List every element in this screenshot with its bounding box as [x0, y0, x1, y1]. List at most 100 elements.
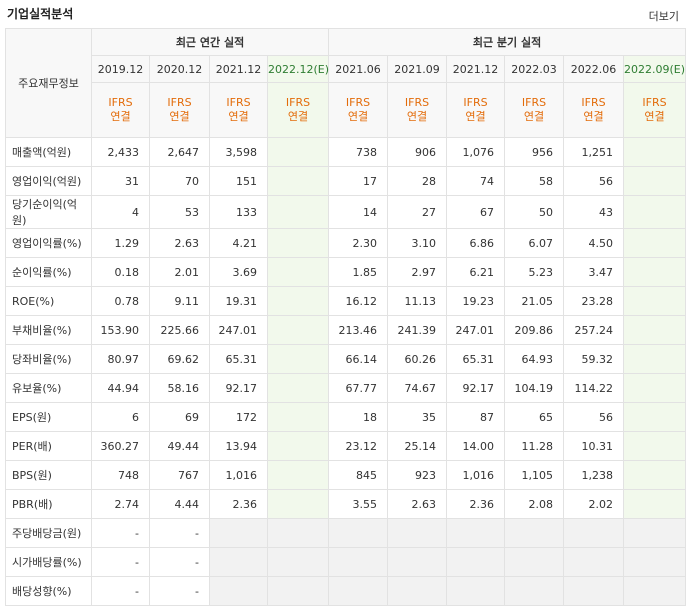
- table-cell: 172: [209, 402, 268, 432]
- table-row: 당좌비율(%) 80.97 69.62 65.31 66.14 60.26 65.31 64.…: [5, 344, 687, 374]
- row-label: BPS(원): [5, 460, 92, 490]
- row-label: 주당배당금(원): [5, 518, 92, 548]
- table-cell: 80.97: [91, 344, 150, 374]
- table-cell: [266, 489, 330, 519]
- table-cell: 69: [149, 402, 210, 432]
- table-cell: -: [149, 547, 210, 577]
- table-cell: 11.13: [387, 286, 448, 316]
- table-cell: 748: [91, 460, 150, 490]
- table-row: 부채비율(%) 153.90 225.66 247.01 213.46 241.39 247…: [5, 315, 687, 345]
- basis-label: 연결: [287, 110, 309, 123]
- table-cell: [266, 431, 330, 461]
- table-cell: 56: [563, 402, 625, 432]
- table-cell: [563, 547, 625, 577]
- basis-label: 연결: [523, 110, 545, 123]
- table-cell: 114.22: [563, 373, 625, 403]
- table-cell: 92.17: [446, 373, 506, 403]
- table-cell: [623, 547, 687, 577]
- table-cell: 2.01: [149, 257, 210, 287]
- table-cell: [209, 518, 268, 548]
- table-cell: [623, 576, 687, 606]
- row-label: 시가배당률(%): [5, 547, 92, 577]
- table-cell: [504, 576, 565, 606]
- basis-label: 연결: [169, 110, 190, 123]
- table-cell: -: [91, 518, 150, 548]
- table-cell: 2.97: [387, 257, 448, 287]
- table-cell: [266, 315, 330, 345]
- table-cell: 3.69: [209, 257, 268, 287]
- ifrs-basis-cell: IFRS 연결: [91, 82, 150, 138]
- table-row: 순이익률(%) 0.18 2.01 3.69 1.85 2.97 6.21 5.23 3.47: [5, 257, 687, 287]
- row-label: 당좌비율(%): [5, 344, 92, 374]
- ifrs-basis-cell: IFRS 연결: [266, 82, 330, 138]
- table-cell: 28: [387, 166, 448, 196]
- basis-label: 연결: [583, 110, 604, 123]
- table-cell: 14.00: [446, 431, 506, 461]
- row-label: 부채비율(%): [5, 315, 92, 345]
- table-cell: [266, 195, 330, 229]
- row-label: 영업이익(억원): [5, 166, 92, 196]
- table-cell: 21.05: [504, 286, 565, 316]
- table-cell: [446, 576, 506, 606]
- table-cell: [623, 166, 687, 196]
- table-cell: [623, 344, 687, 374]
- ifrs-basis-cell: IFRS 연결: [623, 82, 687, 138]
- table-cell: 74: [446, 166, 506, 196]
- section-title: 기업실적분석: [7, 7, 74, 21]
- table-cell: [446, 518, 506, 548]
- table-cell: 19.23: [446, 286, 506, 316]
- table-cell: 2.74: [91, 489, 150, 519]
- table-cell: 247.01: [446, 315, 506, 345]
- table-cell: 67.77: [328, 373, 389, 403]
- table-cell: 1,016: [446, 460, 506, 490]
- table-cell: [623, 489, 687, 519]
- table-cell: 104.19: [504, 373, 565, 403]
- row-label: 유보율(%): [5, 373, 92, 403]
- table-cell: [328, 547, 389, 577]
- table-cell: -: [149, 576, 210, 606]
- period-header: 2021.12: [446, 55, 506, 83]
- table-row: EPS(원) 6 69 172 18 35 87 65 56: [5, 402, 687, 432]
- table-cell: 87: [446, 402, 506, 432]
- table-cell: [266, 257, 330, 287]
- table-cell: 153.90: [91, 315, 150, 345]
- table-cell: [266, 547, 330, 577]
- row-label: EPS(원): [5, 402, 92, 432]
- table-cell: [266, 228, 330, 258]
- table-cell: 0.78: [91, 286, 150, 316]
- ifrs-label: IFRS: [642, 96, 667, 109]
- table-cell: [266, 460, 330, 490]
- section-header: 기업실적분석 더보기: [0, 0, 687, 28]
- table-cell: 66.14: [328, 344, 389, 374]
- ifrs-basis-cell: IFRS 연결: [563, 82, 625, 138]
- table-cell: [504, 547, 565, 577]
- row-label: ROE(%): [5, 286, 92, 316]
- table-cell: 6.07: [504, 228, 565, 258]
- table-cell: 70: [149, 166, 210, 196]
- table-row: 당기순이익(억원) 4 53 133 14 27 67 50 43: [5, 195, 687, 229]
- table-cell: 225.66: [149, 315, 210, 345]
- row-label: 순이익률(%): [5, 257, 92, 287]
- table-cell: 69.62: [149, 344, 210, 374]
- table-cell: 2,433: [91, 137, 150, 167]
- table-cell: 25.14: [387, 431, 448, 461]
- more-link[interactable]: 더보기: [648, 10, 679, 23]
- table-cell: 3,598: [209, 137, 268, 167]
- table-cell: 767: [149, 460, 210, 490]
- table-cell: 1,238: [563, 460, 625, 490]
- row-label: PBR(배): [5, 489, 92, 519]
- ifrs-label: IFRS: [345, 96, 371, 109]
- table-row: 매출액(억원) 2,433 2,647 3,598 738 906 1,076 956 1,25…: [5, 137, 687, 167]
- table-cell: [563, 518, 625, 548]
- table-cell: 738: [328, 137, 389, 167]
- ifrs-basis-cell: IFRS 연결: [209, 82, 268, 138]
- table-cell: [328, 518, 389, 548]
- table-cell: [446, 547, 506, 577]
- table-row: ROE(%) 0.78 9.11 19.31 16.12 11.13 19.23 21.05 2…: [5, 286, 687, 316]
- table-cell: [623, 286, 687, 316]
- table-cell: [623, 402, 687, 432]
- table-cell: 360.27: [91, 431, 150, 461]
- table-cell: [504, 518, 565, 548]
- ifrs-label: IFRS: [463, 96, 488, 109]
- table-cell: 11.28: [504, 431, 565, 461]
